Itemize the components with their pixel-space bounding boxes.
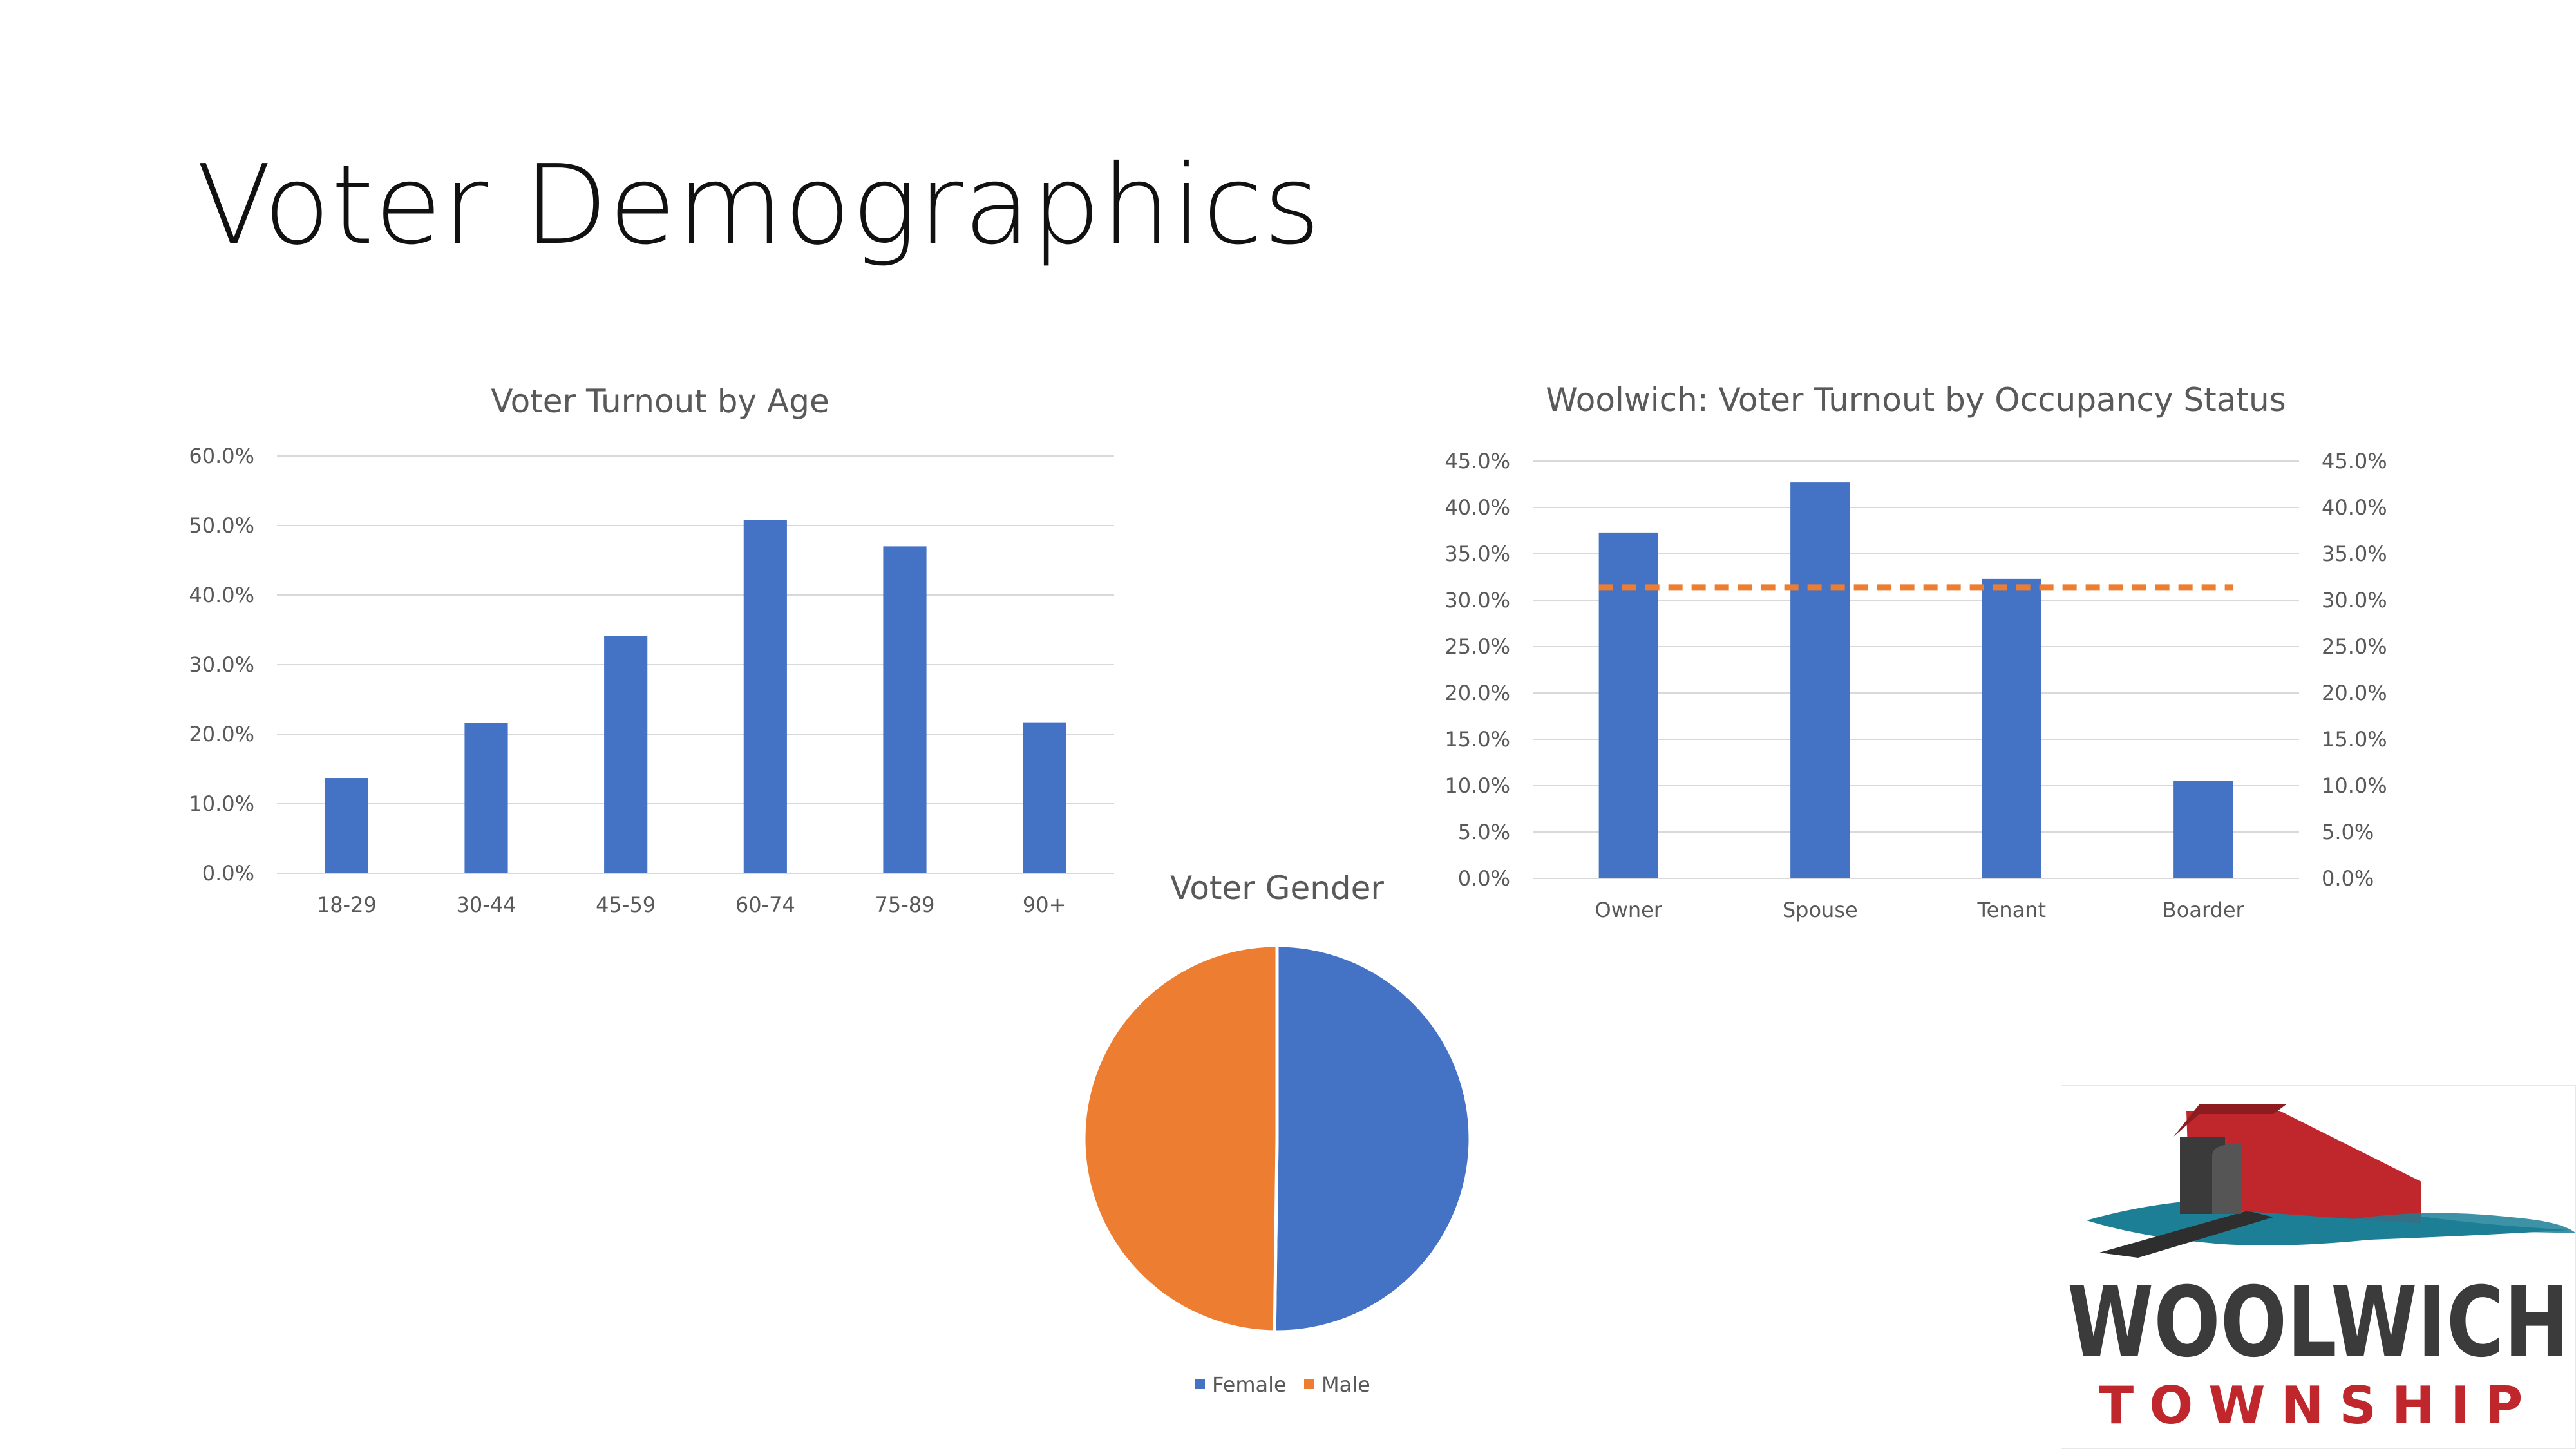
- gender-chart-title: Voter Gender: [1170, 869, 1384, 907]
- pie-slice-male: [1082, 943, 1279, 1334]
- gender-chart: Voter Gender Female Male: [1082, 869, 1472, 1397]
- bridge-road-icon: [2099, 1211, 2273, 1258]
- secondary-y-tick-label: 5.0%: [2322, 820, 2374, 844]
- age-chart-title: Voter Turnout by Age: [491, 383, 829, 420]
- occupancy-bars: [1598, 482, 2233, 878]
- secondary-y-tick-label: 40.0%: [2322, 495, 2387, 520]
- bar-Boarder: [2174, 781, 2233, 878]
- age-x-axis: 18-29 30-44 45-59 60-74 75-89 90+: [317, 893, 1066, 917]
- x-tick-label: 30-44: [457, 893, 516, 917]
- occupancy-secondary-y-axis: 0.0% 5.0% 10.0% 15.0% 20.0% 25.0% 30.0% 35.0% 40…: [2322, 449, 2387, 891]
- logo-subwordmark: TOWNSHIP: [2099, 1376, 2539, 1435]
- x-tick-label: 45-59: [596, 893, 656, 917]
- bar-Owner: [1598, 532, 1658, 878]
- y-tick-label: 10.0%: [189, 791, 254, 816]
- secondary-y-tick-label: 35.0%: [2322, 542, 2387, 566]
- bar-45-59: [604, 636, 648, 873]
- y-tick-label: 0.0%: [202, 861, 254, 886]
- x-tick-label: 75-89: [875, 893, 935, 917]
- age-chart: Voter Turnout by Age 0.0% 10.0% 20.0% 30.0%…: [189, 383, 1114, 917]
- pie-slice-female: [1273, 943, 1472, 1334]
- y-tick-label: 60.0%: [189, 444, 254, 468]
- y-tick-label: 45.0%: [1444, 449, 1510, 473]
- age-bars: [325, 520, 1066, 873]
- y-tick-label: 30.0%: [1444, 588, 1510, 612]
- bar-60-74: [743, 520, 787, 873]
- gender-legend: Female Male: [1195, 1372, 1370, 1397]
- x-tick-label: Tenant: [1976, 898, 2046, 922]
- y-tick-label: 20.0%: [1444, 681, 1510, 705]
- occupancy-x-axis: Owner Spouse Tenant Boarder: [1595, 898, 2245, 922]
- legend-swatch: [1195, 1379, 1205, 1389]
- bar-18-29: [325, 778, 368, 873]
- y-tick-label: 40.0%: [189, 583, 254, 607]
- woolwich-township-logo: WOOLWICH TOWNSHIP: [2061, 1085, 2576, 1449]
- legend-swatch: [1304, 1379, 1314, 1389]
- y-tick-label: 5.0%: [1458, 820, 1510, 844]
- x-tick-label: Owner: [1595, 898, 1663, 922]
- x-tick-label: 60-74: [735, 893, 795, 917]
- y-tick-label: 30.0%: [189, 652, 254, 677]
- bar-90+: [1023, 722, 1066, 873]
- secondary-y-tick-label: 20.0%: [2322, 681, 2387, 705]
- occupancy-grid: [1533, 460, 2299, 879]
- y-tick-label: 15.0%: [1444, 727, 1510, 752]
- bar-Tenant: [1982, 578, 2041, 878]
- secondary-y-tick-label: 10.0%: [2322, 773, 2387, 798]
- x-tick-label: Spouse: [1783, 898, 1858, 922]
- gender-pie: [1082, 943, 1472, 1334]
- x-tick-label: 18-29: [317, 893, 377, 917]
- age-y-axis: 0.0% 10.0% 20.0% 30.0% 40.0% 50.0% 60.0%: [189, 444, 254, 886]
- secondary-y-tick-label: 30.0%: [2322, 588, 2387, 612]
- secondary-y-tick-label: 25.0%: [2322, 634, 2387, 659]
- occupancy-chart-title: Woolwich: Voter Turnout by Occupancy Sta…: [1546, 381, 2286, 419]
- y-tick-label: 25.0%: [1444, 634, 1510, 659]
- secondary-y-tick-label: 0.0%: [2322, 866, 2374, 891]
- occupancy-y-axis: 0.0% 5.0% 10.0% 15.0% 20.0% 25.0% 30.0% 35.0% 40…: [1444, 449, 1510, 891]
- covered-bridge-icon: [2186, 1111, 2421, 1224]
- slide-title: Voter Demographics: [196, 142, 1321, 269]
- bar-30-44: [464, 723, 508, 873]
- bar-Spouse: [1790, 482, 1850, 878]
- age-grid: [277, 455, 1114, 874]
- x-tick-label: Boarder: [2163, 898, 2245, 922]
- x-tick-label: 90+: [1023, 893, 1066, 917]
- occupancy-chart: Woolwich: Voter Turnout by Occupancy Sta…: [1444, 381, 2387, 922]
- secondary-y-tick-label: 45.0%: [2322, 449, 2387, 473]
- bar-75-89: [883, 546, 927, 873]
- logo-wordmark: WOOLWICH: [2067, 1267, 2570, 1379]
- y-tick-label: 20.0%: [189, 722, 254, 746]
- y-tick-label: 0.0%: [1458, 866, 1510, 891]
- y-tick-label: 50.0%: [189, 513, 254, 538]
- y-tick-label: 10.0%: [1444, 773, 1510, 798]
- legend-label: Male: [1321, 1372, 1370, 1397]
- secondary-y-tick-label: 15.0%: [2322, 727, 2387, 752]
- legend-label: Female: [1212, 1372, 1287, 1397]
- y-tick-label: 35.0%: [1444, 542, 1510, 566]
- y-tick-label: 40.0%: [1444, 495, 1510, 520]
